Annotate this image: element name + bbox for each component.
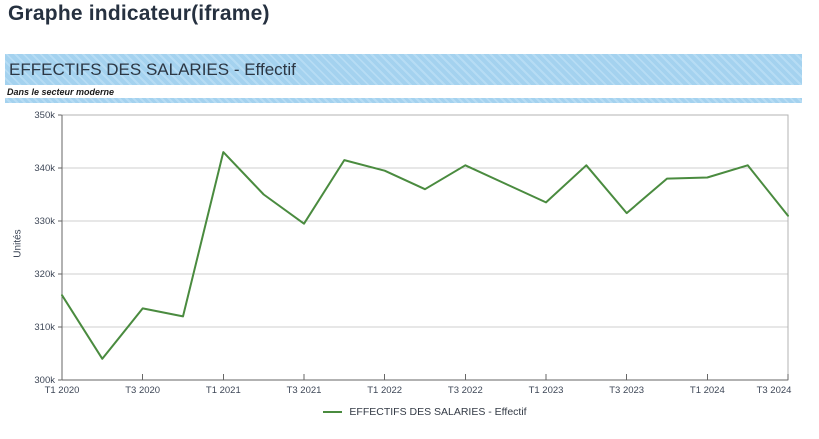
x-axis-tick-label: T1 2022 — [367, 385, 402, 396]
legend-line-marker — [323, 411, 343, 413]
x-axis-tick-label: T1 2023 — [529, 385, 564, 396]
y-axis-tick-label: 300k — [34, 375, 55, 386]
x-axis-tick-label: T3 2020 — [125, 385, 160, 396]
data-series-line — [61, 151, 789, 360]
x-axis-tick-label: T3 2023 — [609, 385, 644, 396]
chart-svg: 300k 310k 320k 330k 340k 350k T1 2020 T3 2020 T1… — [34, 110, 792, 396]
plot-border — [61, 114, 789, 381]
y-axis-tick-label: 320k — [34, 269, 55, 280]
x-axis-tick-label: T3 2022 — [448, 385, 483, 396]
x-axis-tick-label: T1 2024 — [690, 385, 725, 396]
y-axis-tick-label: 350k — [34, 110, 55, 121]
y-axis-label: Unités — [12, 229, 24, 258]
x-axis-tick-label: T1 2020 — [45, 385, 80, 396]
separator-stripe — [5, 98, 802, 103]
x-axis-tick-label: T3 2024 — [757, 385, 792, 396]
y-axis-tick-label: 330k — [34, 216, 55, 227]
x-axis-tick-label: T3 2021 — [287, 385, 322, 396]
y-axis-tick-label: 340k — [34, 163, 55, 174]
indicator-header-title: EFFECTIFS DES SALARIES - Effectif — [9, 59, 296, 79]
legend-label: EFFECTIFS DES SALARIES - Effectif — [349, 406, 527, 418]
x-axis-tick-label: T1 2021 — [206, 385, 241, 396]
page-title: Graphe indicateur(iframe) — [8, 2, 270, 25]
indicator-subtitle: Dans le secteur moderne — [7, 87, 115, 97]
effectifs-line-chart: Unités 300k 310k 320k 330k 340k 350k T1 2020 T3… — [0, 108, 819, 408]
indicator-header-bar: EFFECTIFS DES SALARIES - Effectif — [5, 54, 802, 85]
legend[interactable]: EFFECTIFS DES SALARIES - Effectif — [62, 406, 788, 418]
y-axis-tick-label: 310k — [34, 322, 55, 333]
